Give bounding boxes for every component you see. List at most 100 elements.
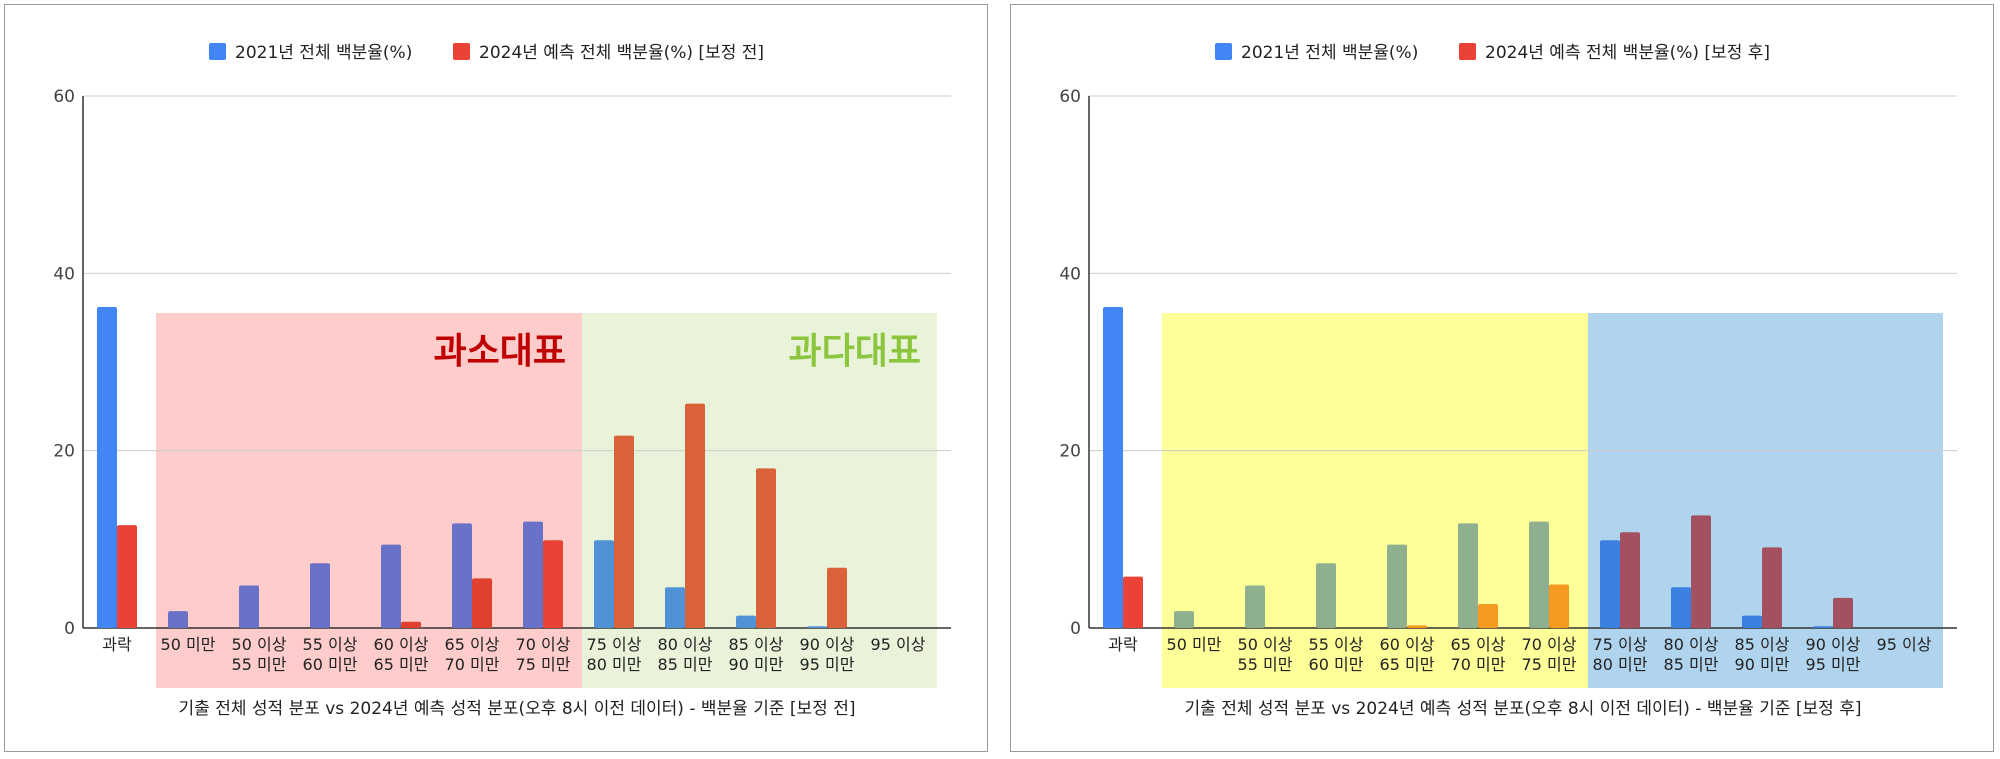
bar-series1-cat6	[523, 521, 543, 628]
legend-label-1: 2021년 전체 백분율(%)	[235, 43, 412, 63]
legend-swatch-2	[453, 43, 470, 60]
x-tick-label: 과락	[102, 635, 132, 654]
bar-series1-cat0	[1103, 307, 1123, 628]
x-tick-label: 90 이상	[800, 635, 855, 654]
x-tick-label: 75 미만	[1522, 655, 1577, 674]
legend-swatch-1	[1215, 43, 1232, 60]
bar-series1-cat3	[1316, 563, 1336, 628]
bar-series1-cat9	[1742, 615, 1762, 628]
x-tick-label: 85 이상	[1735, 635, 1790, 654]
x-tick-label: 70 이상	[516, 635, 571, 654]
x-tick-label: 50 이상	[1238, 635, 1293, 654]
legend-label-2: 2024년 예측 전체 백분율(%) [보정 전]	[479, 43, 764, 63]
bar-series1-cat1	[168, 611, 188, 628]
x-tick-label: 80 이상	[658, 635, 713, 654]
bar-series1-cat8	[665, 587, 685, 628]
legend-swatch-2	[1459, 43, 1476, 60]
y-tick-label: 20	[1059, 442, 1081, 462]
x-tick-label: 85 이상	[729, 635, 784, 654]
x-tick-label: 55 이상	[303, 635, 358, 654]
bar-series1-cat7	[1600, 540, 1620, 628]
x-tick-label: 95 미만	[1806, 655, 1861, 674]
x-tick-label: 55 이상	[1309, 635, 1364, 654]
x-tick-label: 90 미만	[729, 655, 784, 674]
bar-series2-cat10	[827, 567, 847, 628]
x-tick-label: 60 미만	[303, 655, 358, 674]
y-tick-label: 0	[64, 619, 75, 639]
x-tick-label: 75 이상	[1593, 635, 1648, 654]
y-tick-label: 60	[1059, 87, 1081, 107]
legend-label-1: 2021년 전체 백분율(%)	[1241, 43, 1418, 63]
legend-swatch-1	[209, 43, 226, 60]
legend-label-2: 2024년 예측 전체 백분율(%) [보정 후]	[1485, 43, 1770, 63]
bar-series1-cat1	[1174, 611, 1194, 628]
region-label-1: 과다대표	[789, 331, 921, 372]
x-tick-label: 70 미만	[445, 655, 500, 674]
bar-series2-cat6	[1549, 584, 1569, 628]
bar-series2-cat8	[1691, 515, 1711, 628]
highlight-region-0	[156, 313, 582, 688]
x-tick-label: 75 이상	[587, 635, 642, 654]
y-tick-label: 40	[1059, 264, 1081, 284]
bar-series2-cat5	[472, 578, 492, 628]
x-tick-label: 80 미만	[587, 655, 642, 674]
x-tick-label: 90 미만	[1735, 655, 1790, 674]
bar-series1-cat0	[97, 307, 117, 628]
bar-series1-cat5	[1458, 523, 1478, 628]
y-tick-label: 40	[53, 264, 75, 284]
bar-series2-cat7	[1620, 532, 1640, 628]
bar-series1-cat10	[1813, 626, 1833, 628]
x-tick-label: 65 미만	[374, 655, 429, 674]
x-tick-label: 50 미만	[1167, 635, 1222, 654]
x-tick-label: 95 이상	[1877, 635, 1932, 654]
bar-series1-cat4	[1387, 544, 1407, 628]
bar-series2-cat7	[614, 435, 634, 628]
bar-series1-cat6	[1529, 521, 1549, 628]
y-tick-label: 0	[1070, 619, 1081, 639]
chart-panel-before-correction: 과소대표 과다대표 0 20 40 60 과락 50 미만 50 이상 55 미만 55 이상 60 …	[4, 4, 988, 752]
x-tick-label: 75 미만	[516, 655, 571, 674]
x-tick-label: 80 미만	[1593, 655, 1648, 674]
x-axis-title: 기출 전체 성적 분포 vs 2024년 예측 성적 분포(오후 8시 이전 데…	[1185, 699, 1862, 719]
x-tick-label: 65 미만	[1380, 655, 1435, 674]
bar-series1-cat8	[1671, 587, 1691, 628]
x-tick-label: 85 미만	[1664, 655, 1719, 674]
x-tick-label: 60 미만	[1309, 655, 1364, 674]
bar-series2-cat6	[543, 540, 563, 628]
x-tick-label: 50 이상	[232, 635, 287, 654]
x-tick-label: 50 미만	[161, 635, 216, 654]
x-tick-label: 95 미만	[800, 655, 855, 674]
highlight-region-0	[1162, 313, 1588, 688]
bar-series2-cat0	[117, 525, 137, 628]
bar-series1-cat5	[452, 523, 472, 628]
x-tick-label: 60 이상	[374, 635, 429, 654]
bar-series2-cat5	[1478, 604, 1498, 628]
x-tick-label: 과락	[1108, 635, 1138, 654]
bar-series1-cat2	[239, 585, 259, 628]
y-tick-label: 60	[53, 87, 75, 107]
bar-series2-cat10	[1833, 597, 1853, 628]
bar-series1-cat9	[736, 615, 756, 628]
x-tick-label: 55 미만	[232, 655, 287, 674]
x-tick-label: 60 이상	[1380, 635, 1435, 654]
x-tick-label: 80 이상	[1664, 635, 1719, 654]
bar-series2-cat9	[1762, 547, 1782, 628]
bar-series2-cat4	[1407, 625, 1427, 628]
bar-series1-cat2	[1245, 585, 1265, 628]
x-tick-label: 95 이상	[871, 635, 926, 654]
x-tick-label: 70 이상	[1522, 635, 1577, 654]
bar-series1-cat3	[310, 563, 330, 628]
bar-series1-cat7	[594, 540, 614, 628]
bar-series2-cat4	[401, 621, 421, 628]
chart-panel-after-correction: 0 20 40 60 과락 50 미만 50 이상 55 미만 55 이상 60 미만 60 이상 6…	[1010, 4, 1994, 752]
x-tick-label: 65 이상	[1451, 635, 1506, 654]
bar-series2-cat8	[685, 403, 705, 628]
bar-series2-cat0	[1123, 576, 1143, 628]
x-tick-label: 65 이상	[445, 635, 500, 654]
bar-series1-cat10	[807, 626, 827, 628]
bar-series1-cat4	[381, 544, 401, 628]
x-tick-label: 70 미만	[1451, 655, 1506, 674]
x-tick-label: 85 미만	[658, 655, 713, 674]
